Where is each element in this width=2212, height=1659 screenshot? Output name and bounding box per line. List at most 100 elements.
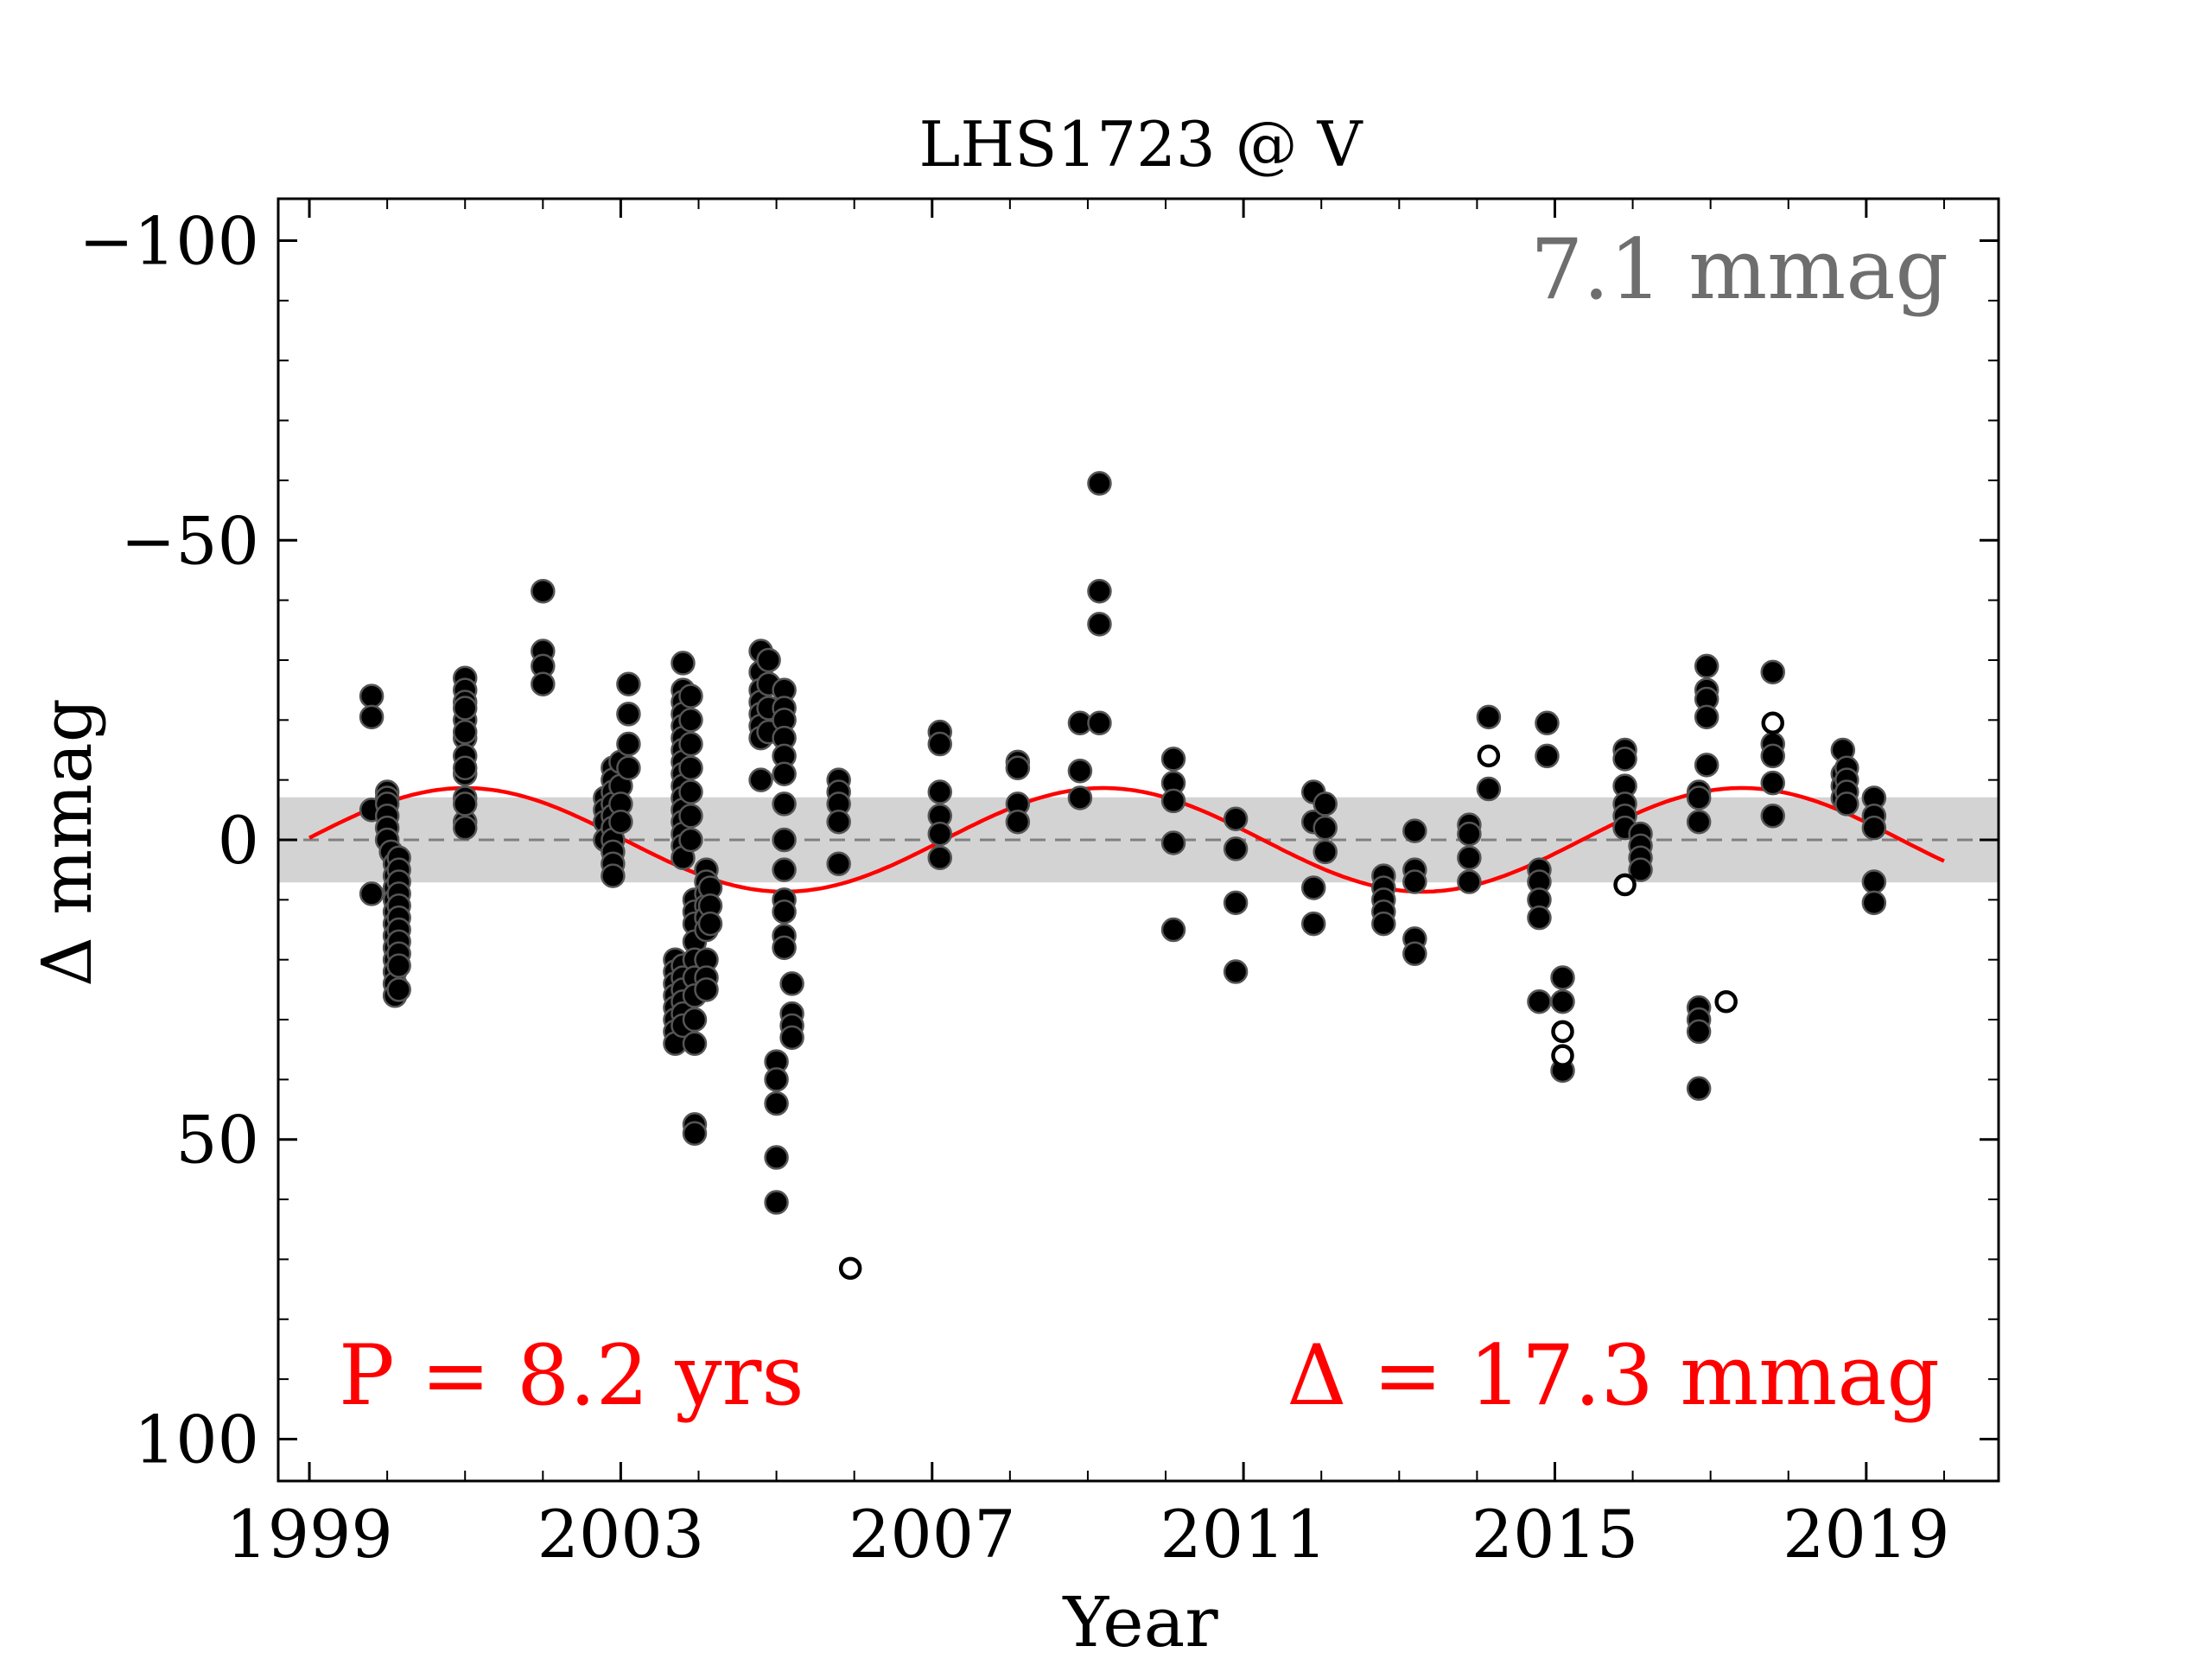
data-point — [359, 881, 385, 906]
data-point — [779, 1025, 804, 1051]
data-point-open — [1714, 989, 1738, 1014]
data-point — [1694, 653, 1719, 679]
data-point — [531, 671, 556, 696]
data-point — [927, 731, 953, 757]
data-point — [678, 804, 703, 829]
fit-curve — [308, 785, 1945, 894]
y-tick-label: −50 — [121, 502, 259, 579]
data-point — [1005, 809, 1031, 835]
data-point — [678, 731, 703, 757]
data-point — [772, 827, 797, 853]
data-point — [1535, 710, 1560, 736]
data-point — [927, 821, 953, 847]
period-label: P = 8.2 yrs — [339, 1327, 804, 1424]
y-tick-label: 100 — [134, 1401, 259, 1478]
data-point — [927, 845, 953, 871]
data-point — [682, 1031, 708, 1057]
y-tick-label: 50 — [175, 1102, 259, 1179]
x-axis-label: Year — [1062, 1582, 1218, 1659]
data-point — [1087, 578, 1112, 604]
y-axis-label: Δ mmag — [27, 698, 107, 987]
data-point — [694, 977, 719, 1002]
data-point — [1402, 869, 1427, 894]
data-point — [1457, 821, 1482, 847]
data-point — [1861, 815, 1887, 841]
data-point — [1861, 869, 1887, 894]
data-point — [772, 899, 797, 925]
data-point — [1760, 743, 1785, 769]
data-point — [1067, 759, 1093, 784]
data-point — [1067, 785, 1093, 810]
data-point — [756, 647, 781, 673]
x-tick-label: 2003 — [537, 1496, 704, 1573]
chart-title: LHS1723 @ V — [919, 108, 1364, 181]
data-point — [1694, 704, 1719, 730]
y-tick-label: 0 — [218, 802, 259, 879]
data-point — [1087, 710, 1112, 736]
data-point — [1760, 804, 1785, 829]
data-point — [678, 683, 703, 709]
points-layer — [359, 471, 1887, 1281]
fit-curve-layer — [308, 785, 1945, 894]
amplitude-label: Δ = 17.3 mmag — [1287, 1327, 1940, 1424]
x-tick-label: 2011 — [1160, 1496, 1326, 1573]
data-point — [678, 755, 703, 781]
data-point — [1686, 785, 1712, 810]
data-point — [1087, 612, 1112, 637]
data-point — [927, 779, 953, 804]
x-tick-label: 2007 — [849, 1496, 1015, 1573]
data-point — [1313, 839, 1338, 865]
data-point — [1861, 890, 1887, 916]
data-point — [764, 1067, 789, 1092]
data-point — [1612, 747, 1637, 772]
data-point — [826, 809, 851, 835]
data-point — [1087, 471, 1112, 496]
data-point-open — [1613, 873, 1637, 897]
data-point — [1476, 704, 1502, 730]
data-point — [1223, 959, 1249, 984]
data-point — [452, 791, 478, 817]
data-point — [1476, 776, 1502, 802]
data-point — [1313, 791, 1338, 817]
data-point — [1535, 743, 1560, 769]
data-point — [764, 1145, 789, 1170]
data-point — [616, 755, 641, 781]
data-point — [1457, 869, 1482, 894]
data-point-open — [1761, 711, 1784, 735]
data-point — [772, 791, 797, 817]
data-point — [682, 1121, 708, 1147]
x-tick-label: 2015 — [1471, 1496, 1638, 1573]
data-point — [386, 953, 411, 978]
data-point — [678, 779, 703, 804]
data-point — [1371, 911, 1396, 937]
data-point — [1834, 791, 1859, 817]
data-point — [1686, 1019, 1712, 1045]
data-point — [1160, 747, 1186, 772]
data-point — [678, 827, 703, 853]
data-point — [1686, 809, 1712, 835]
tick-label-layer: 1999 2003 2007 2011 2015 2019 −100 −50 0 50 100 — [79, 203, 1949, 1573]
data-point-open — [838, 1256, 862, 1281]
data-point — [608, 809, 633, 835]
data-point — [1005, 755, 1031, 781]
data-point — [616, 671, 641, 696]
data-point — [1550, 965, 1575, 990]
data-point — [359, 704, 385, 730]
data-point — [616, 702, 641, 727]
data-point — [1160, 917, 1186, 943]
data-point-open — [1477, 744, 1501, 768]
data-point — [1223, 806, 1249, 831]
data-point — [1300, 911, 1326, 937]
data-point — [601, 863, 626, 888]
data-point — [452, 755, 478, 781]
data-point — [452, 815, 478, 841]
data-point — [1628, 857, 1653, 882]
data-point — [531, 578, 556, 604]
data-point — [1550, 988, 1575, 1014]
rms-label: 7.1 mmag — [1530, 221, 1948, 318]
data-point — [764, 1090, 789, 1116]
data-point — [1686, 1076, 1712, 1102]
data-point — [1760, 770, 1785, 796]
data-point — [682, 1007, 708, 1033]
